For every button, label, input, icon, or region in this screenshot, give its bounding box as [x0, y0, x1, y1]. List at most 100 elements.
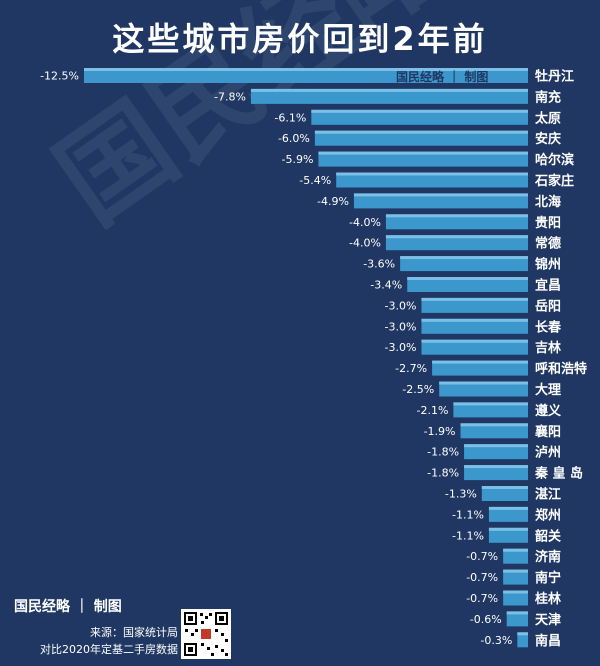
category-label: 牡丹江 — [535, 69, 574, 85]
bar-highlight — [336, 172, 528, 176]
bar-highlight — [464, 444, 528, 448]
bar-highlight — [488, 527, 528, 531]
bar-highlight — [432, 360, 528, 364]
value-labels-group: -12.5%-7.8%-6.1%-6.0%-5.9%-5.4%-4.9%-4.0… — [40, 70, 512, 647]
value-label: -1.8% — [427, 467, 459, 480]
source-note: 来源：国家统计局 对比2020年定基二手房数据 — [40, 624, 178, 658]
bar-highlight — [506, 611, 528, 615]
bar — [481, 486, 528, 501]
bar — [503, 548, 528, 564]
category-label: 锦州 — [535, 257, 561, 273]
value-label: -2.1% — [416, 404, 448, 417]
bar — [488, 506, 528, 522]
category-label: 吉林 — [535, 340, 561, 356]
bar-highlight — [439, 381, 528, 385]
category-label: 韶关 — [535, 528, 561, 544]
value-label: -4.9% — [317, 195, 349, 208]
bar — [318, 151, 528, 167]
bar — [336, 172, 528, 188]
bar — [439, 381, 528, 397]
value-label: -3.0% — [385, 320, 417, 333]
bar — [400, 256, 528, 272]
bar — [314, 130, 528, 146]
bar-highlight — [464, 465, 528, 469]
bar-highlight — [517, 632, 528, 636]
bar-highlight — [460, 423, 528, 427]
category-label: 南宁 — [535, 570, 561, 586]
bar — [517, 632, 528, 648]
value-label: -0.7% — [466, 571, 498, 584]
category-label: 太原 — [534, 110, 561, 126]
category-label: 宜昌 — [535, 278, 561, 294]
category-label: 安庆 — [535, 131, 561, 147]
bar — [460, 423, 528, 439]
value-label: -3.0% — [385, 341, 417, 354]
category-label: 贵阳 — [535, 215, 561, 231]
category-label: 南充 — [535, 89, 561, 105]
bar — [250, 88, 528, 104]
value-label: -4.0% — [349, 237, 381, 250]
bar-highlight — [250, 88, 528, 92]
value-label: -1.1% — [452, 508, 484, 521]
category-labels-group: 牡丹江南充太原安庆哈尔滨石家庄北海贵阳常德锦州宜昌岳阳长春吉林呼和浩特大理遵义襄… — [534, 69, 587, 649]
bar — [503, 569, 528, 585]
bar — [432, 360, 528, 376]
value-label: -12.5% — [40, 70, 79, 83]
bar — [488, 527, 528, 543]
category-label: 北海 — [535, 194, 561, 210]
bar-highlight — [385, 235, 528, 239]
category-label: 呼和浩特 — [535, 361, 587, 377]
bar-highlight — [400, 256, 528, 260]
category-label: 石家庄 — [534, 173, 574, 189]
bar-highlight — [318, 151, 528, 155]
bar-highlight — [488, 506, 528, 510]
value-label: -3.6% — [363, 258, 395, 271]
bar — [353, 193, 528, 209]
category-label: 襄阳 — [534, 424, 561, 440]
category-label: 泸州 — [535, 445, 561, 461]
bar — [421, 297, 528, 313]
bar — [464, 444, 528, 460]
value-label: -7.8% — [214, 90, 246, 103]
value-label: -1.8% — [427, 446, 459, 459]
category-label: 遵义 — [535, 403, 562, 419]
bar-highlight — [503, 548, 528, 552]
bar-highlight — [407, 277, 528, 280]
bar — [421, 339, 528, 355]
bar — [385, 214, 528, 230]
value-label: -4.0% — [349, 216, 381, 229]
bar-highlight — [385, 214, 528, 218]
page-title: 这些城市房价回到2年前 — [112, 20, 488, 58]
bar-highlight — [421, 297, 528, 301]
bar — [453, 402, 528, 418]
category-label: 哈尔滨 — [535, 152, 574, 168]
inner-brand-label: 国民经略 ｜ 制图 — [396, 70, 489, 84]
category-label: 秦 皇 岛 — [534, 466, 583, 482]
bar-highlight — [421, 339, 528, 343]
value-label: -0.7% — [466, 592, 498, 605]
bar-highlight — [503, 569, 528, 573]
bar — [84, 68, 528, 83]
value-label: -5.9% — [282, 153, 314, 166]
bar-highlight — [481, 486, 528, 489]
category-label: 长春 — [535, 319, 562, 335]
bar — [407, 277, 528, 292]
bar — [503, 590, 528, 606]
value-label: -6.0% — [278, 132, 310, 145]
value-label: -3.4% — [370, 279, 402, 292]
bar-highlight — [314, 130, 528, 134]
bar-highlight — [421, 318, 528, 322]
category-label: 南昌 — [535, 633, 561, 649]
category-label: 郑州 — [535, 507, 561, 523]
category-label: 常德 — [535, 236, 561, 252]
value-label: -3.0% — [385, 299, 417, 312]
category-label: 济南 — [535, 549, 561, 565]
category-label: 湛江 — [535, 487, 561, 503]
value-label: -5.4% — [299, 174, 331, 187]
bars-group — [84, 68, 528, 648]
bar — [311, 109, 528, 125]
bar-highlight — [311, 109, 528, 113]
bar — [385, 235, 528, 251]
value-label: -6.1% — [274, 111, 306, 124]
